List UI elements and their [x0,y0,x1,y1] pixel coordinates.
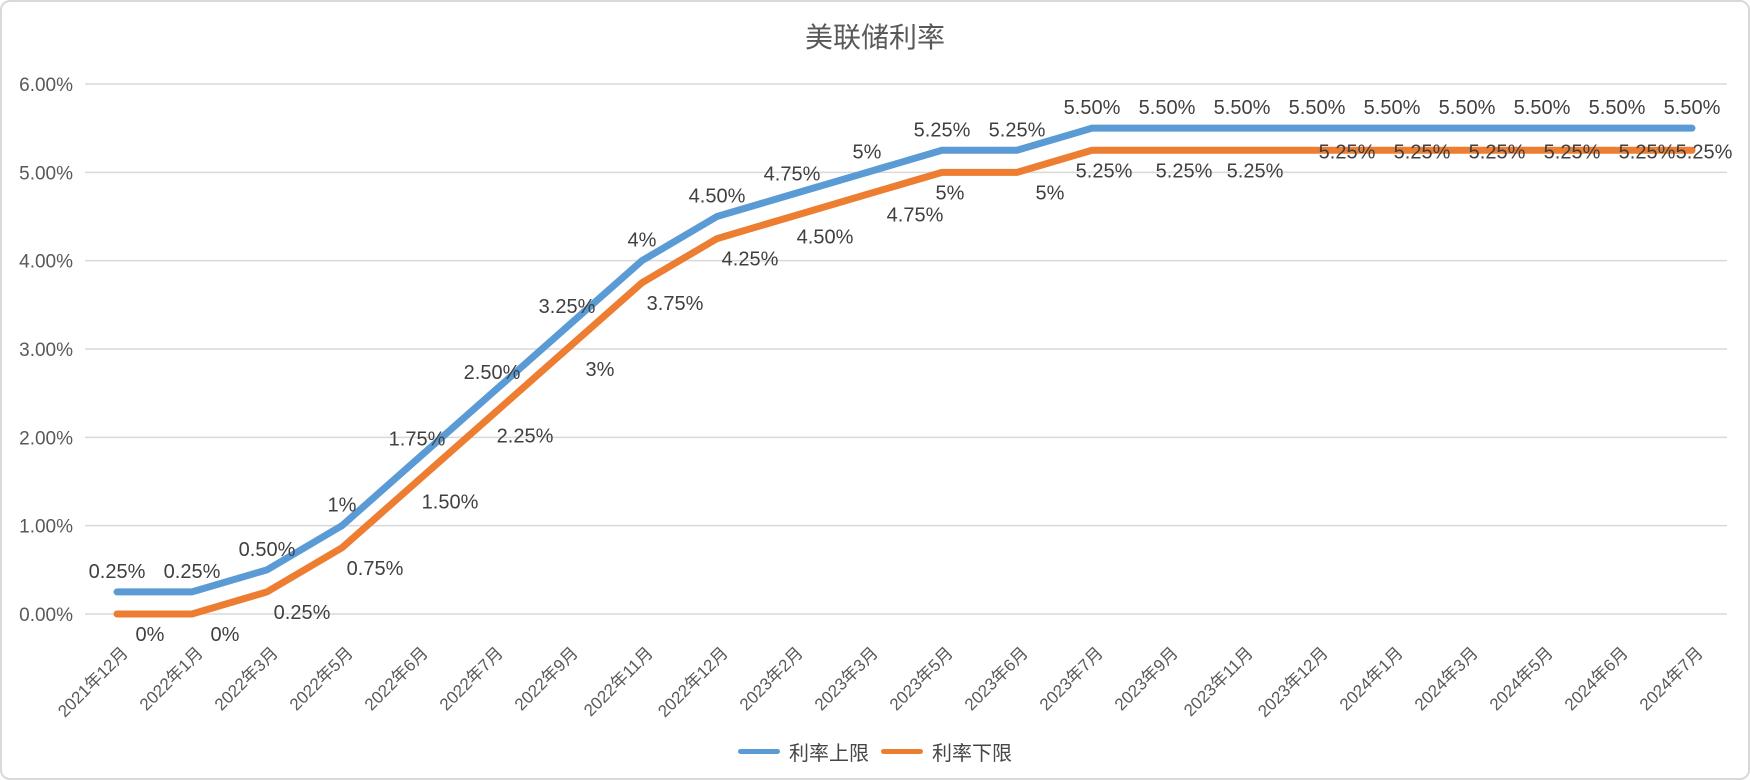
data-label-lower: 5.25% [1619,141,1676,163]
x-axis-tick-label: 2023年3月 [811,643,882,714]
data-label-upper: 5.25% [989,119,1046,141]
legend-label-upper: 利率上限 [789,743,869,765]
data-label-lower: 5.25% [1394,141,1451,163]
y-axis-tick-label: 4.00% [19,252,73,273]
legend-label-lower: 利率下限 [932,743,1012,765]
legend: 利率上限 利率下限 [2,737,1748,766]
legend-item-lower: 利率下限 [881,737,1012,766]
data-label-lower: 0.75% [347,558,404,580]
data-label-lower: 5.25% [1469,141,1526,163]
chart-title: 美联储利率 [804,23,945,54]
data-label-upper: 1% [328,495,357,517]
x-axis-tick-label: 2023年6月 [961,643,1032,714]
legend-line-swatch-lower [881,749,923,754]
legend-line-swatch-upper [738,749,780,754]
data-label-lower: 5.25% [1076,160,1133,182]
data-label-upper: 3.25% [539,296,596,318]
data-label-lower: 1.50% [422,492,479,514]
y-axis-tick-label: 3.00% [19,340,73,361]
x-axis-tick-label: 2024年5月 [1486,643,1557,714]
x-axis-tick-label: 2022年11月 [580,643,657,720]
data-label-upper: 4% [628,230,657,252]
x-axis-tick-label: 2024年3月 [1411,643,1482,714]
x-axis-tick-label: 2022年12月 [654,643,732,721]
data-label-upper: 5.50% [1439,97,1496,119]
data-label-lower: 4.50% [797,227,854,249]
x-axis-tick-label: 2022年7月 [436,643,507,714]
data-label-upper: 0.50% [239,539,296,561]
data-label-upper: 5.50% [1664,97,1721,119]
x-axis-tick-label: 2022年6月 [361,643,432,714]
x-axis-tick-label: 2024年1月 [1336,643,1407,714]
data-label-lower: 3.75% [647,293,704,315]
data-label-upper: 5% [853,141,882,163]
data-label-upper: 5.50% [1064,97,1121,119]
y-axis-tick-label: 0.00% [19,605,73,626]
data-label-upper: 5.50% [1289,97,1346,119]
data-label-upper: 0.25% [164,561,221,583]
x-axis-tick-label: 2023年9月 [1111,643,1182,714]
data-label-upper: 4.50% [689,186,746,208]
data-label-lower: 5% [1036,182,1065,204]
x-axis-tick-label: 2024年7月 [1636,643,1707,714]
data-label-lower: 5.25% [1319,141,1376,163]
data-label-upper: 2.50% [464,362,521,384]
data-label-upper: 5.50% [1364,97,1421,119]
x-axis-tick-label: 2023年11月 [1180,643,1257,720]
y-axis-tick-label: 6.00% [19,75,73,96]
series-line-upper [113,124,1696,596]
x-axis-tick-label: 2023年5月 [886,643,957,714]
data-label-upper: 5.50% [1139,97,1196,119]
data-label-lower: 5% [936,182,965,204]
data-label-lower: 0% [136,624,165,646]
data-label-lower: 3% [586,359,615,381]
x-axis-tick-label: 2022年5月 [286,643,357,714]
x-axis-tick-label: 2024年6月 [1561,643,1632,714]
data-label-lower: 5.25% [1544,141,1601,163]
data-label-lower: 5.25% [1156,160,1213,182]
x-axis-tick-label: 2023年7月 [1036,643,1107,714]
data-label-upper: 5.50% [1214,97,1271,119]
x-axis-tick-label: 2023年12月 [1254,643,1332,721]
x-axis-tick-label: 2022年9月 [511,643,582,714]
legend-item-upper: 利率上限 [738,737,869,766]
y-axis-tick-label: 2.00% [19,428,73,449]
x-axis-tick-label: 2022年1月 [136,643,207,714]
data-label-lower: 5.25% [1676,141,1733,163]
x-axis-tick-label: 2021年12月 [54,643,132,721]
data-label-upper: 5.50% [1589,97,1646,119]
series-line-lower [113,146,1696,618]
y-axis-tick-label: 5.00% [19,163,73,184]
data-label-upper: 0.25% [89,561,146,583]
data-label-lower: 2.25% [497,425,554,447]
data-label-lower: 4.75% [887,204,944,226]
y-axis-tick-label: 1.00% [19,517,73,538]
x-axis-tick-label: 2022年3月 [211,643,282,714]
data-label-upper: 5.25% [914,119,971,141]
data-label-upper: 1.75% [389,428,446,450]
data-label-lower: 5.25% [1227,160,1284,182]
data-label-lower: 0.25% [274,602,331,624]
data-label-lower: 4.25% [722,249,779,271]
x-axis-tick-label: 2023年2月 [736,643,807,714]
data-label-upper: 5.50% [1514,97,1571,119]
data-label-lower: 0% [211,624,240,646]
data-label-upper: 4.75% [764,163,821,185]
